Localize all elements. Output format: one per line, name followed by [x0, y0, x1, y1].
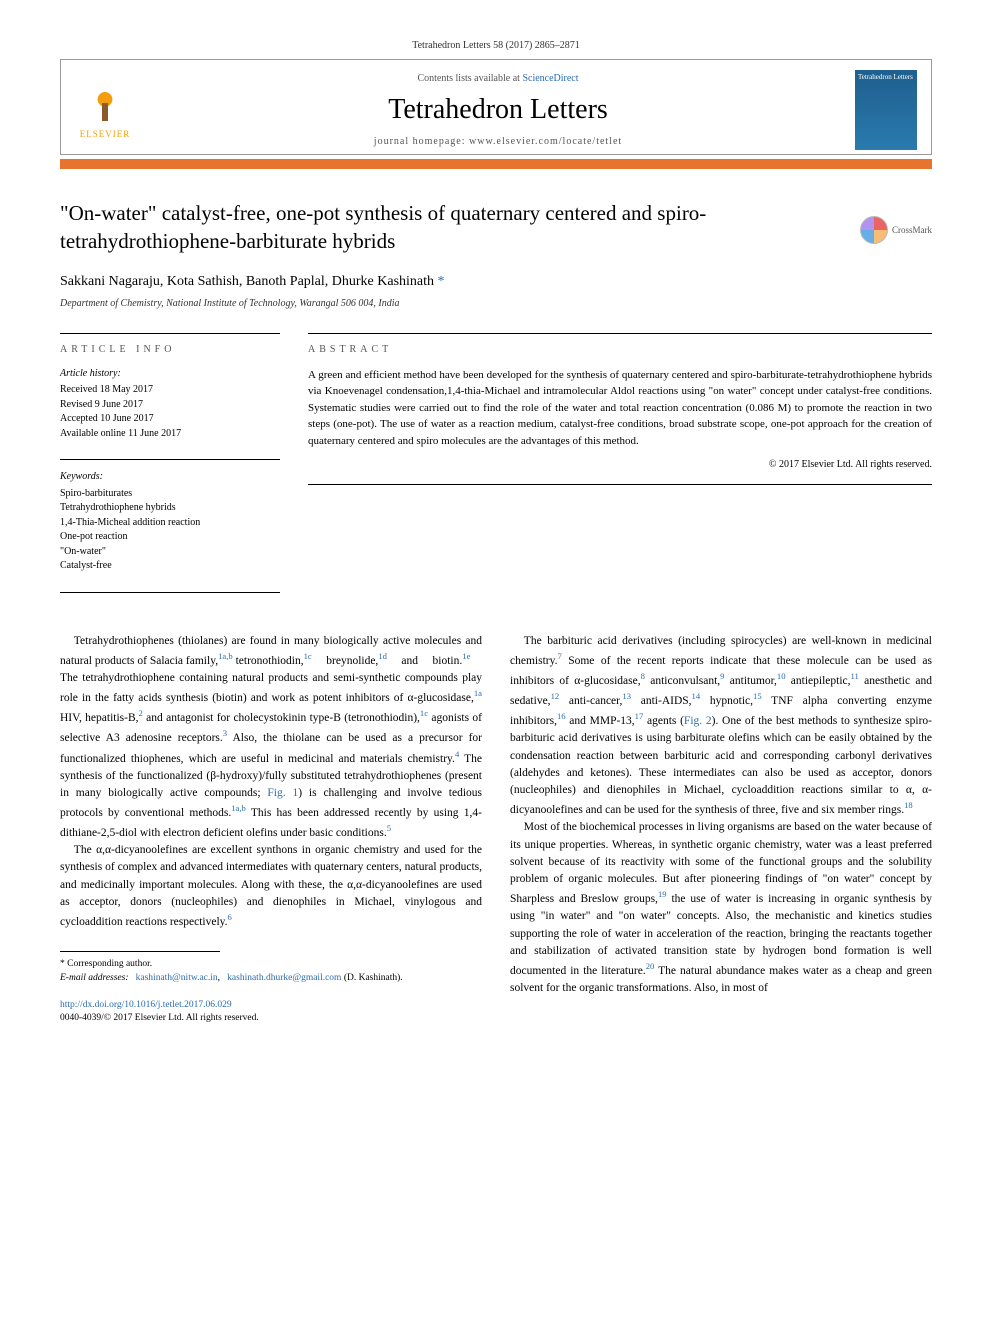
cover-text: Tetrahedron Letters	[858, 73, 913, 81]
corresponding-footnote: * Corresponding author. E-mail addresses…	[60, 958, 482, 985]
email-label: E-mail addresses:	[60, 973, 129, 983]
elsevier-tree-icon	[82, 81, 128, 127]
body-paragraph: The barbituric acid derivatives (includi…	[510, 633, 932, 820]
contents-prefix: Contents lists available at	[417, 73, 522, 84]
history-line: Received 18 May 2017	[60, 383, 280, 398]
keyword: Tetrahydrothiophene hybrids	[60, 501, 280, 516]
homepage-url[interactable]: www.elsevier.com/locate/tetlet	[469, 136, 622, 147]
footnote-rule	[60, 951, 220, 952]
homepage-line: journal homepage: www.elsevier.com/locat…	[153, 136, 843, 147]
email-link[interactable]: kashinath.dhurke@gmail.com	[227, 973, 341, 983]
homepage-prefix: journal homepage:	[374, 136, 469, 147]
info-rule	[60, 592, 280, 593]
corr-label: * Corresponding author.	[60, 958, 482, 971]
issn-line: 0040-4039/© 2017 Elsevier Ltd. All right…	[60, 1013, 259, 1023]
authors-line: Sakkani Nagaraju, Kota Sathish, Banoth P…	[60, 274, 932, 290]
history-line: Revised 9 June 2017	[60, 398, 280, 413]
body-paragraph: Most of the biochemical processes in liv…	[510, 819, 932, 997]
journal-title: Tetrahedron Letters	[153, 94, 843, 126]
abstract-text: A green and efficient method have been d…	[308, 367, 932, 450]
citation: Tetrahedron Letters 58 (2017) 2865–2871	[60, 40, 932, 51]
keywords-block: Keywords: Spiro-barbiturates Tetrahydrot…	[60, 470, 280, 574]
abstract-copyright: © 2017 Elsevier Ltd. All rights reserved…	[308, 459, 932, 470]
doi-block: http://dx.doi.org/10.1016/j.tetlet.2017.…	[60, 999, 482, 1026]
keyword: 1,4-Thia-Micheal addition reaction	[60, 516, 280, 531]
history-line: Available online 11 June 2017	[60, 427, 280, 442]
abstract-head: ABSTRACT	[308, 344, 932, 355]
crossmark-icon	[860, 216, 888, 244]
keywords-label: Keywords:	[60, 470, 280, 485]
body-paragraph: The α,α-dicyanoolefines are excellent sy…	[60, 842, 482, 931]
keyword: "On-water"	[60, 545, 280, 560]
journal-header: ELSEVIER Contents lists available at Sci…	[60, 59, 932, 155]
article-info-head: ARTICLE INFO	[60, 344, 280, 355]
body-paragraph: Tetrahydrothiophenes (thiolanes) are fou…	[60, 633, 482, 843]
cover-thumbnail[interactable]: Tetrahedron Letters	[855, 70, 917, 150]
body-text: Tetrahydrothiophenes (thiolanes) are fou…	[60, 633, 932, 1026]
authors: Sakkani Nagaraju, Kota Sathish, Banoth P…	[60, 274, 434, 289]
abstract-column: ABSTRACT A green and efficient method ha…	[308, 333, 932, 603]
article-info-column: ARTICLE INFO Article history: Received 1…	[60, 333, 280, 603]
orange-divider	[60, 159, 932, 169]
elsevier-logo[interactable]: ELSEVIER	[75, 75, 135, 145]
corresponding-mark: *	[438, 274, 445, 289]
article-history: Article history: Received 18 May 2017 Re…	[60, 367, 280, 442]
keyword: One-pot reaction	[60, 530, 280, 545]
keyword: Spiro-barbiturates	[60, 487, 280, 502]
history-line: Accepted 10 June 2017	[60, 412, 280, 427]
sciencedirect-link[interactable]: ScienceDirect	[522, 73, 578, 84]
email-author: (D. Kashinath).	[344, 973, 403, 983]
crossmark-badge[interactable]: CrossMark	[860, 216, 932, 244]
keyword: Catalyst-free	[60, 559, 280, 574]
publisher-label: ELSEVIER	[80, 129, 131, 139]
info-rule	[60, 459, 280, 460]
history-label: Article history:	[60, 367, 280, 382]
affiliation: Department of Chemistry, National Instit…	[60, 298, 932, 309]
doi-link[interactable]: http://dx.doi.org/10.1016/j.tetlet.2017.…	[60, 1000, 232, 1010]
contents-line: Contents lists available at ScienceDirec…	[153, 73, 843, 84]
crossmark-label: CrossMark	[892, 225, 932, 235]
email-link[interactable]: kashinath@nitw.ac.in	[136, 973, 218, 983]
abstract-rule	[308, 484, 932, 485]
article-title: "On-water" catalyst-free, one-pot synthe…	[60, 199, 792, 256]
